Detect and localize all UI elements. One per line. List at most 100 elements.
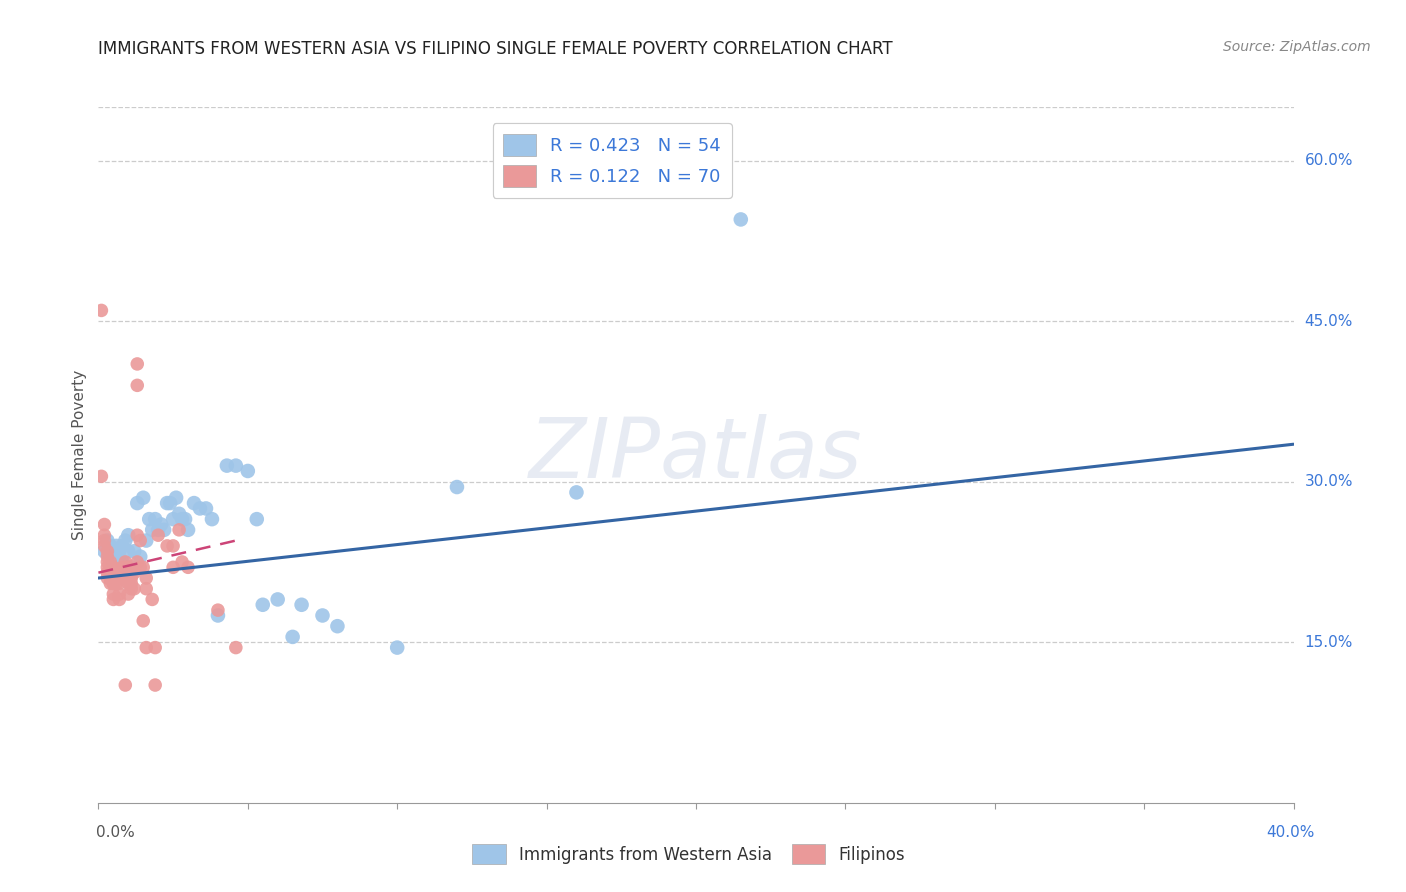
Point [165,491,187,505]
Point [98,555,122,569]
Point [93,544,115,558]
Point [124,566,146,580]
Point [108,587,131,601]
Point [111,555,134,569]
Point [103,576,125,591]
Point [127,378,149,392]
Point [132,614,155,628]
Point [135,533,157,548]
Point [127,357,149,371]
Point [111,571,134,585]
Point [108,555,131,569]
Point [143,678,166,692]
Point [326,619,349,633]
Point [105,539,128,553]
Point [215,458,238,473]
Point [98,571,122,585]
Point [117,571,139,585]
Point [103,576,125,591]
Point [167,523,190,537]
Point [98,566,122,580]
Point [120,560,142,574]
Point [103,560,125,574]
Point [111,560,134,574]
Point [93,539,115,553]
Point [129,549,152,564]
Point [111,566,134,580]
Point [225,458,247,473]
Text: 40.0%: 40.0% [1267,825,1315,840]
Point [194,501,218,516]
Point [127,496,149,510]
Point [143,640,166,655]
Point [103,587,125,601]
Point [207,608,229,623]
Point [98,560,122,574]
Point [141,523,163,537]
Point [148,523,170,537]
Text: 45.0%: 45.0% [1305,314,1353,328]
Point [105,566,128,580]
Point [103,555,125,569]
Text: ZIPatlas: ZIPatlas [529,415,863,495]
Point [167,507,190,521]
Legend: Immigrants from Western Asia, Filipinos: Immigrants from Western Asia, Filipinos [465,838,912,871]
Point [135,582,157,596]
Point [98,576,122,591]
Point [111,539,134,553]
Point [267,592,290,607]
Point [207,603,229,617]
Point [108,592,131,607]
Point [96,560,118,574]
Point [96,533,118,548]
Point [236,464,259,478]
Point [120,566,142,580]
Point [156,496,179,510]
Point [120,571,142,585]
Point [93,517,115,532]
Point [124,544,146,558]
Legend: R = 0.423   N = 54, R = 0.122   N = 70: R = 0.423 N = 54, R = 0.122 N = 70 [492,123,733,198]
Point [117,544,139,558]
Point [96,571,118,585]
Point [188,501,211,516]
Point [114,560,136,574]
Point [172,512,194,526]
Point [281,630,304,644]
Text: 0.0%: 0.0% [96,825,135,840]
Point [141,592,163,607]
Point [174,512,197,526]
Point [172,555,194,569]
Point [162,560,184,574]
Point [150,517,173,532]
Point [108,576,131,591]
Point [143,512,166,526]
Point [129,560,152,574]
Point [183,496,205,510]
Point [96,566,118,580]
Point [177,523,200,537]
Point [93,533,115,548]
Point [565,485,588,500]
Text: Source: ZipAtlas.com: Source: ZipAtlas.com [1223,40,1371,54]
Point [108,566,131,580]
Point [132,491,155,505]
Point [225,640,247,655]
Point [90,469,112,483]
Point [162,512,184,526]
Point [159,496,181,510]
Point [114,533,136,548]
Point [148,528,170,542]
Point [252,598,274,612]
Point [114,555,136,569]
Point [153,523,176,537]
Text: 15.0%: 15.0% [1305,635,1353,649]
Point [177,560,200,574]
Text: IMMIGRANTS FROM WESTERN ASIA VS FILIPINO SINGLE FEMALE POVERTY CORRELATION CHART: IMMIGRANTS FROM WESTERN ASIA VS FILIPINO… [98,40,893,58]
Point [90,303,112,318]
Point [96,555,118,569]
Point [105,571,128,585]
Point [290,598,312,612]
Point [135,640,157,655]
Point [311,608,333,623]
